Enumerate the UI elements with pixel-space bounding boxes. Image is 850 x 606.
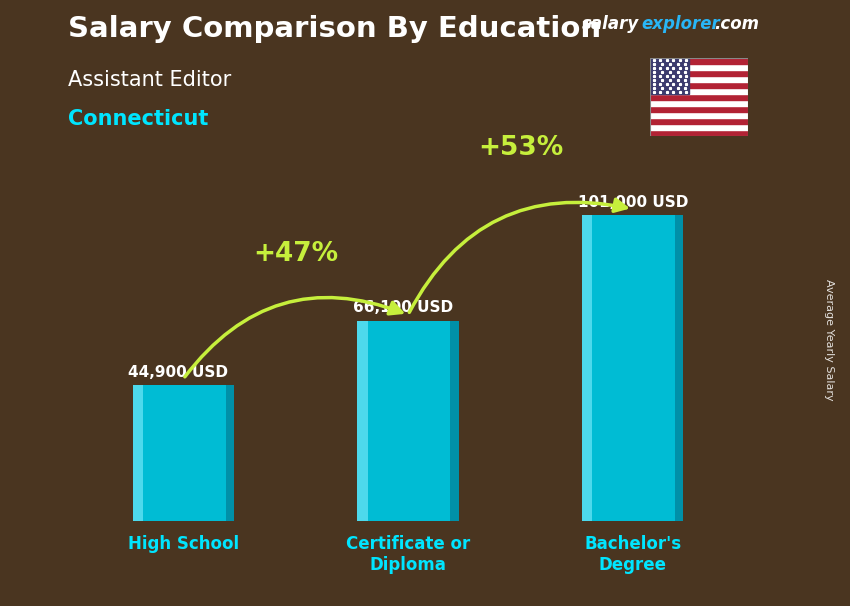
- Bar: [582, 215, 683, 521]
- Text: explorer: explorer: [642, 15, 721, 33]
- Bar: [676, 215, 683, 521]
- Bar: [650, 100, 748, 106]
- Bar: [650, 130, 748, 136]
- Text: Assistant Editor: Assistant Editor: [68, 70, 231, 90]
- Bar: [133, 385, 234, 521]
- Text: Average Yearly Salary: Average Yearly Salary: [824, 279, 834, 400]
- Bar: [650, 82, 748, 88]
- Bar: [650, 106, 748, 112]
- Bar: [650, 118, 748, 124]
- Bar: [450, 321, 459, 521]
- Bar: [357, 321, 459, 521]
- Text: 66,100 USD: 66,100 USD: [353, 301, 453, 315]
- Bar: [357, 321, 367, 521]
- Bar: [650, 88, 748, 94]
- Text: +53%: +53%: [478, 136, 563, 161]
- Text: 44,900 USD: 44,900 USD: [128, 365, 228, 379]
- Text: 101,000 USD: 101,000 USD: [578, 195, 688, 210]
- Bar: [650, 58, 748, 64]
- Bar: [650, 58, 689, 94]
- Text: Salary Comparison By Education: Salary Comparison By Education: [68, 15, 601, 43]
- Bar: [650, 112, 748, 118]
- Text: salary: salary: [582, 15, 639, 33]
- Bar: [650, 70, 748, 76]
- Bar: [582, 215, 592, 521]
- Bar: [650, 76, 748, 82]
- Text: Connecticut: Connecticut: [68, 109, 208, 129]
- Text: .com: .com: [714, 15, 759, 33]
- Bar: [650, 64, 748, 70]
- Text: +47%: +47%: [253, 241, 338, 267]
- Bar: [225, 385, 234, 521]
- Bar: [133, 385, 143, 521]
- Bar: [650, 124, 748, 130]
- Bar: [650, 94, 748, 100]
